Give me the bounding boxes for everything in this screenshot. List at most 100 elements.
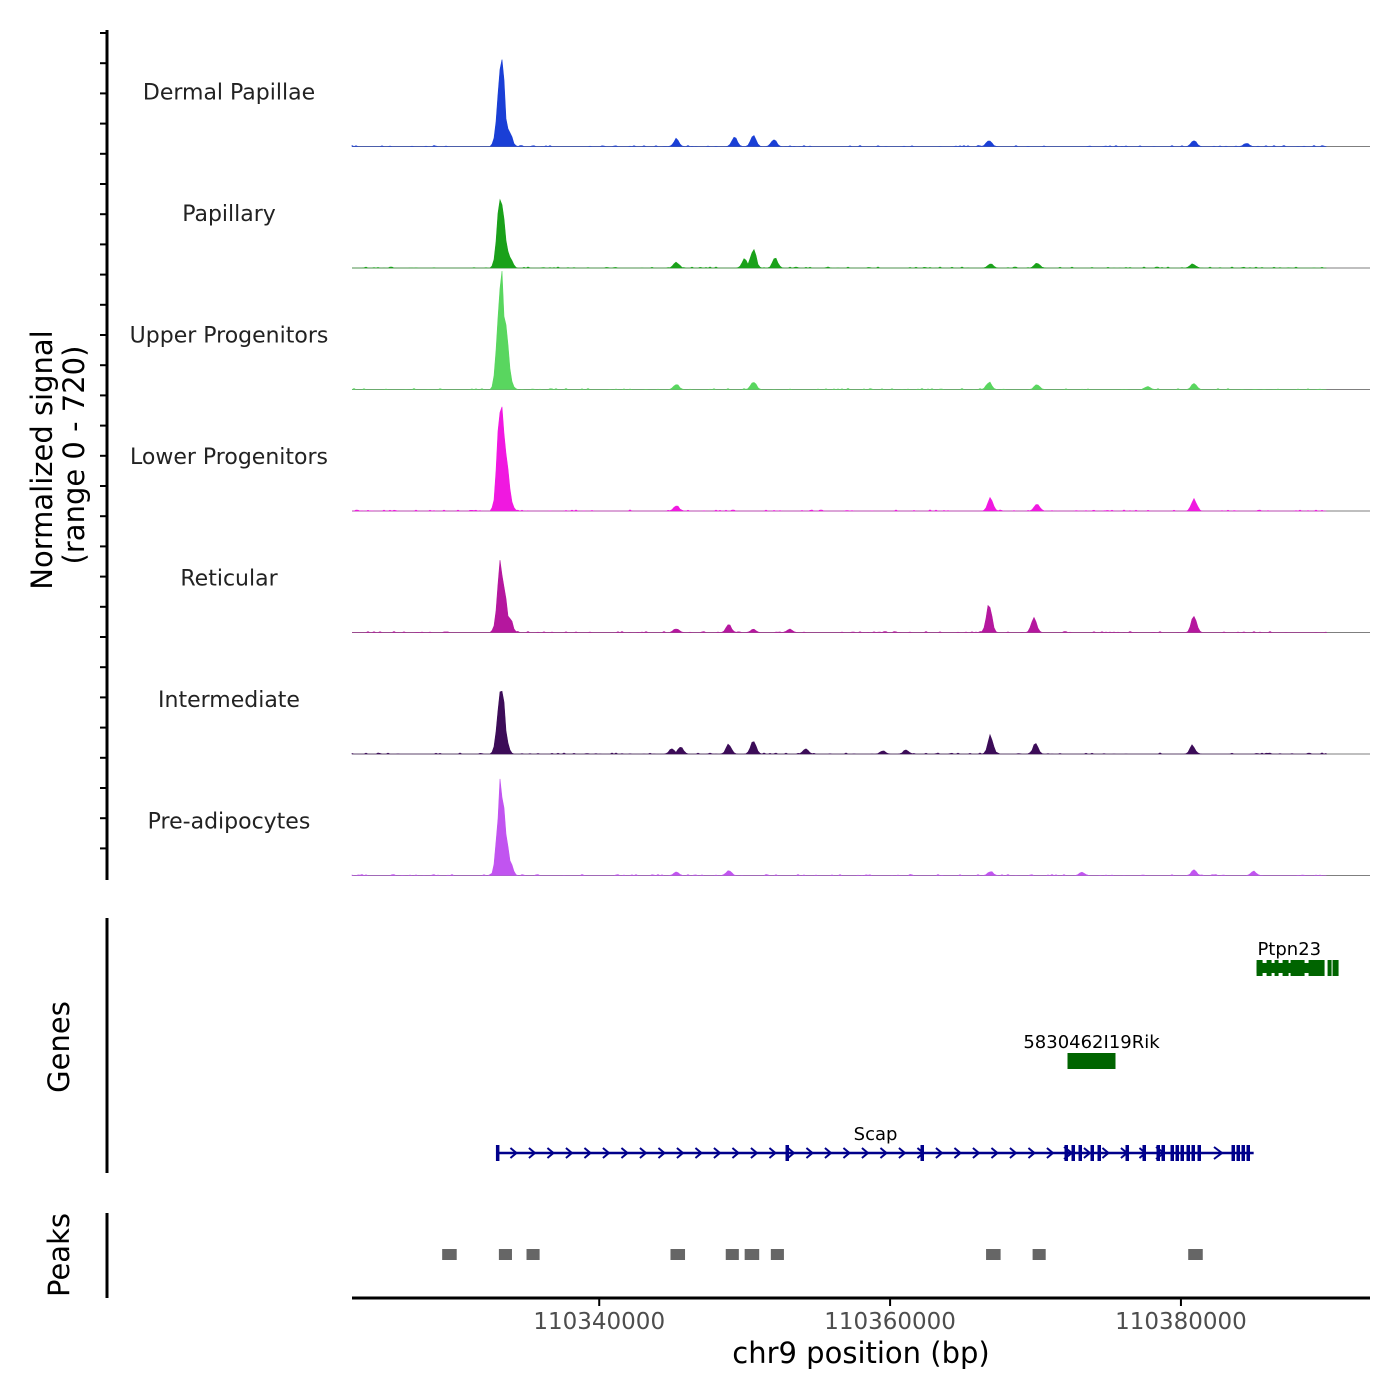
peak-regions bbox=[442, 1249, 1203, 1260]
gene-strand-arrow bbox=[842, 1147, 851, 1159]
gene-strand-arrow bbox=[620, 1147, 629, 1159]
gene-strand-arrow bbox=[1046, 1147, 1055, 1159]
gene-strand-arrow bbox=[713, 1147, 722, 1159]
gene-exon bbox=[1064, 1145, 1068, 1161]
coverage-track-signal bbox=[352, 198, 1327, 269]
gene-strand-arrow bbox=[1155, 1146, 1166, 1160]
peak-region bbox=[770, 1249, 784, 1260]
gene-exon bbox=[1170, 1145, 1174, 1161]
coverage-track-label: Papillary bbox=[182, 202, 276, 227]
gene-exon bbox=[1186, 1145, 1190, 1161]
gene-strand-arrow bbox=[1027, 1147, 1036, 1159]
gene-strand-arrow bbox=[546, 1147, 555, 1159]
coverage-track-signal bbox=[351, 59, 1327, 147]
coverage-y-axis-range: (range 0 - 720) bbox=[57, 346, 91, 565]
gene-exon bbox=[1097, 1145, 1101, 1161]
gene-strand-arrow bbox=[1213, 1146, 1224, 1160]
gene-strand-arrow bbox=[787, 1147, 796, 1159]
x-axis-tick-label: 110380000 bbox=[1115, 1309, 1247, 1335]
coverage-track-signal bbox=[351, 778, 1327, 876]
gene-exon bbox=[1327, 960, 1332, 976]
gene-strand-arrow bbox=[639, 1147, 648, 1159]
gene-strand-arrow bbox=[953, 1147, 962, 1159]
gene-strand-arrow bbox=[657, 1147, 666, 1159]
gene-exon bbox=[1125, 1145, 1129, 1161]
peak-region bbox=[725, 1249, 739, 1260]
gene-strand-arrow bbox=[676, 1147, 685, 1159]
gene-strand-arrow bbox=[972, 1147, 981, 1159]
gene-strand-arrow bbox=[750, 1147, 759, 1159]
gene-strand-arrow bbox=[1083, 1147, 1092, 1159]
gene-exon bbox=[1078, 1145, 1082, 1161]
gene-strand-arrow bbox=[583, 1147, 592, 1159]
coverage-track-label: Dermal Papillae bbox=[143, 81, 315, 106]
coverage-left-axis bbox=[100, 30, 109, 880]
gene-exon bbox=[1231, 1145, 1235, 1161]
gene-label: Ptpn23 bbox=[1257, 939, 1321, 960]
peaks-track-title: Peaks bbox=[42, 1213, 76, 1297]
gene-annotations: Ptpn23 5830462I19Rik Scap bbox=[495, 939, 1339, 1161]
gene-exon bbox=[785, 1145, 789, 1161]
coverage-track-label: Upper Progenitors bbox=[130, 324, 329, 349]
gene-strand-arrow bbox=[1101, 1147, 1110, 1159]
peak-region bbox=[498, 1249, 512, 1260]
gene-strand-arrow bbox=[935, 1147, 944, 1159]
peak-region bbox=[1032, 1249, 1046, 1260]
coverage-track-label: Lower Progenitors bbox=[130, 445, 328, 470]
gene-exon bbox=[1246, 1145, 1250, 1161]
gene-strand-arrow bbox=[731, 1147, 740, 1159]
gene-exon bbox=[1191, 1145, 1195, 1161]
gene-exon bbox=[1241, 1145, 1245, 1161]
gene-strand-arrow bbox=[824, 1147, 833, 1159]
peak-region bbox=[986, 1249, 1001, 1260]
gene-label: 5830462I19Rik bbox=[1023, 1032, 1160, 1053]
coverage-track-label: Intermediate bbox=[158, 688, 300, 713]
gene-exon bbox=[1175, 1145, 1179, 1161]
gene-label: Scap bbox=[854, 1124, 898, 1145]
gene-strand-arrow bbox=[805, 1147, 814, 1159]
peak-region bbox=[670, 1249, 686, 1260]
gene-strand-arrow bbox=[528, 1147, 537, 1159]
x-axis-title: chr9 position (bp) bbox=[732, 1336, 989, 1370]
gene-exon bbox=[1142, 1145, 1146, 1161]
coverage-track-labels: Dermal Papillae Papillary Upper Progenitor… bbox=[130, 81, 329, 835]
gene-strand-arrow bbox=[602, 1147, 611, 1159]
gene-strand-arrow bbox=[694, 1147, 703, 1159]
gene-exon bbox=[495, 1145, 500, 1161]
coverage-track-signal bbox=[351, 270, 1327, 390]
coverage-y-axis-title: Normalized signal bbox=[25, 330, 59, 589]
x-axis-tick-label: 110340000 bbox=[533, 1309, 665, 1335]
coverage-track-signal bbox=[351, 690, 1327, 755]
peak-region bbox=[1188, 1249, 1203, 1260]
gene-exon bbox=[1236, 1145, 1240, 1161]
gene-exon bbox=[1197, 1145, 1201, 1161]
coverage-track-label: Pre-adipocytes bbox=[148, 810, 311, 835]
coverage-tracks bbox=[351, 59, 1370, 876]
gene-strand-arrow bbox=[879, 1147, 888, 1159]
gene-strand-arrow bbox=[509, 1147, 518, 1159]
genes-track-title: Genes bbox=[42, 1001, 76, 1093]
coverage-track-label: Reticular bbox=[180, 567, 278, 592]
peak-region bbox=[442, 1249, 457, 1260]
gene-strand-arrow bbox=[898, 1147, 907, 1159]
gene-strand-arrow bbox=[861, 1147, 870, 1159]
gene-strand-arrow bbox=[1063, 1146, 1074, 1160]
gene-strand-arrow bbox=[768, 1147, 777, 1159]
gene-exon bbox=[1156, 1145, 1160, 1161]
gene-exon bbox=[1256, 963, 1323, 973]
gene-exon bbox=[1090, 1145, 1094, 1161]
coverage-track-signal bbox=[352, 406, 1327, 512]
gene-exon bbox=[1180, 1145, 1184, 1161]
gene-exon bbox=[920, 1145, 924, 1161]
gene-strand-arrow bbox=[1009, 1147, 1018, 1159]
x-axis-tick-label: 110360000 bbox=[824, 1309, 956, 1335]
gene-exon bbox=[1067, 1053, 1116, 1069]
gene-exon bbox=[1332, 960, 1339, 976]
peak-region bbox=[526, 1249, 540, 1260]
peak-region bbox=[744, 1249, 760, 1260]
coverage-track-signal bbox=[352, 560, 1328, 633]
gene-strand-arrow bbox=[990, 1147, 999, 1159]
x-axis-ticks: 110340000 110360000 110380000 bbox=[533, 1298, 1247, 1335]
gene-strand-arrow bbox=[565, 1147, 574, 1159]
